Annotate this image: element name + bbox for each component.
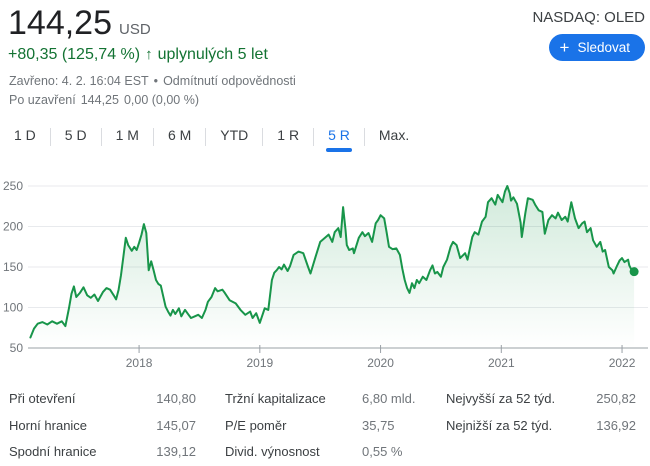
tab-1m[interactable]: 1 M xyxy=(115,127,139,143)
tab-5d[interactable]: 5 D xyxy=(64,127,87,143)
current-price-row: 144,25 USD xyxy=(8,4,151,43)
after-hours-change: 0,00 (0,00 %) xyxy=(123,93,199,107)
y-tick-label: 200 xyxy=(3,220,23,234)
tab-ytd[interactable]: YTD xyxy=(220,127,249,143)
stat-label: Tržní kapitalizace xyxy=(225,391,326,406)
tab-separator xyxy=(49,128,51,146)
time-range-tabs: 1 D 5 D 1 M 6 M YTD 1 R 5 R Max. xyxy=(0,122,423,152)
stat-label: P/E poměr xyxy=(225,417,287,433)
chart-end-dot xyxy=(629,267,639,277)
x-tick-label: 2018 xyxy=(126,356,153,370)
dot-separator: • xyxy=(153,74,159,88)
stat-label: Při otevření xyxy=(9,391,76,406)
stat-52wk-high: Nejvyšší za 52 týd. 250,82 xyxy=(446,386,636,413)
chart-area-fill xyxy=(30,186,635,348)
stat-label: Divid. výnosnost xyxy=(225,444,320,459)
y-tick-label: 100 xyxy=(3,301,23,315)
price-chart[interactable]: 50 100 150 200 250 2018 2019 2020 2021 2022 xyxy=(0,160,650,375)
stat-high: Horní hranice 145,07 xyxy=(9,413,196,440)
x-tick-label: 2020 xyxy=(367,356,394,370)
stats-column-2: Tržní kapitalizace 6,80 mld. P/E poměr 3… xyxy=(225,386,425,466)
stat-value: 250,82 xyxy=(596,391,636,406)
stat-label: Nejvyšší za 52 týd. xyxy=(446,391,556,406)
tab-6m[interactable]: 6 M xyxy=(167,127,192,143)
stats-column-1: Při otevření 140,80 Horní hranice 145,07… xyxy=(9,386,196,466)
follow-button[interactable]: + Sledovat xyxy=(548,34,645,61)
tab-separator xyxy=(262,128,264,146)
stat-label: Spodní hranice xyxy=(9,444,97,459)
price-change-period: uplynulých 5 let xyxy=(157,46,268,63)
arrow-up-icon: ↑ xyxy=(145,46,153,63)
stat-value: 0,55 % xyxy=(362,444,403,459)
stat-value: 6,80 mld. xyxy=(362,391,416,406)
stat-label: Nejnižší za 52 týd. xyxy=(446,417,553,433)
stat-value: 35,75 xyxy=(362,417,395,433)
x-tick-label: 2019 xyxy=(246,356,273,370)
price-change-row: +80,35 (125,74 %) ↑ uplynulých 5 let xyxy=(8,46,268,64)
ticker-symbol: NASDAQ: OLED xyxy=(532,9,645,26)
tab-5r-active[interactable]: 5 R xyxy=(314,122,364,152)
tab-max[interactable]: Max. xyxy=(378,127,410,143)
stat-pe-ratio: P/E poměr 35,75 xyxy=(225,413,425,440)
tab-separator xyxy=(205,128,207,146)
x-tick-label: 2021 xyxy=(488,356,515,370)
market-closed-row: Zavřeno: 4. 2. 16:04 EST • Odmítnutí odp… xyxy=(9,74,296,88)
currency-label: USD xyxy=(119,21,151,38)
price-change-value: +80,35 (125,74 %) xyxy=(8,46,141,63)
stat-market-cap: Tržní kapitalizace 6,80 mld. xyxy=(225,386,425,413)
stat-value: 139,12 xyxy=(156,444,196,459)
stat-low: Spodní hranice 139,12 xyxy=(9,439,196,466)
stat-open: Při otevření 140,80 xyxy=(9,386,196,413)
stat-value: 145,07 xyxy=(156,417,196,433)
stat-value: 136,92 xyxy=(596,417,636,433)
stat-value: 140,80 xyxy=(156,391,196,406)
disclaimer-link[interactable]: Odmítnutí odpovědnosti xyxy=(163,74,296,88)
after-hours-row: Po uzavření 144,25 0,00 (0,00 %) xyxy=(9,93,199,107)
stats-column-3: Nejvyšší za 52 týd. 250,82 Nejnižší za 5… xyxy=(446,386,636,439)
tab-separator xyxy=(152,128,154,146)
after-hours-price: 144,25 xyxy=(80,93,119,107)
y-tick-label: 250 xyxy=(3,179,23,193)
tab-separator xyxy=(100,128,102,146)
tab-1r[interactable]: 1 R xyxy=(277,127,300,143)
follow-button-label: Sledovat xyxy=(577,40,630,55)
y-tick-label: 150 xyxy=(3,260,23,274)
stat-52wk-low: Nejnižší za 52 týd. 136,92 xyxy=(446,413,636,440)
plus-icon: + xyxy=(559,38,570,57)
current-price: 144,25 xyxy=(8,4,112,42)
x-tick-label: 2022 xyxy=(609,356,636,370)
tab-separator xyxy=(363,128,365,146)
stat-dividend-yield: Divid. výnosnost 0,55 % xyxy=(225,439,425,466)
tab-1d[interactable]: 1 D xyxy=(14,127,36,143)
market-closed-text: Zavřeno: 4. 2. 16:04 EST xyxy=(9,74,149,88)
stat-label: Horní hranice xyxy=(9,417,88,433)
chart-line xyxy=(29,185,636,339)
after-hours-label: Po uzavření xyxy=(9,93,76,107)
y-tick-label: 50 xyxy=(10,341,24,355)
